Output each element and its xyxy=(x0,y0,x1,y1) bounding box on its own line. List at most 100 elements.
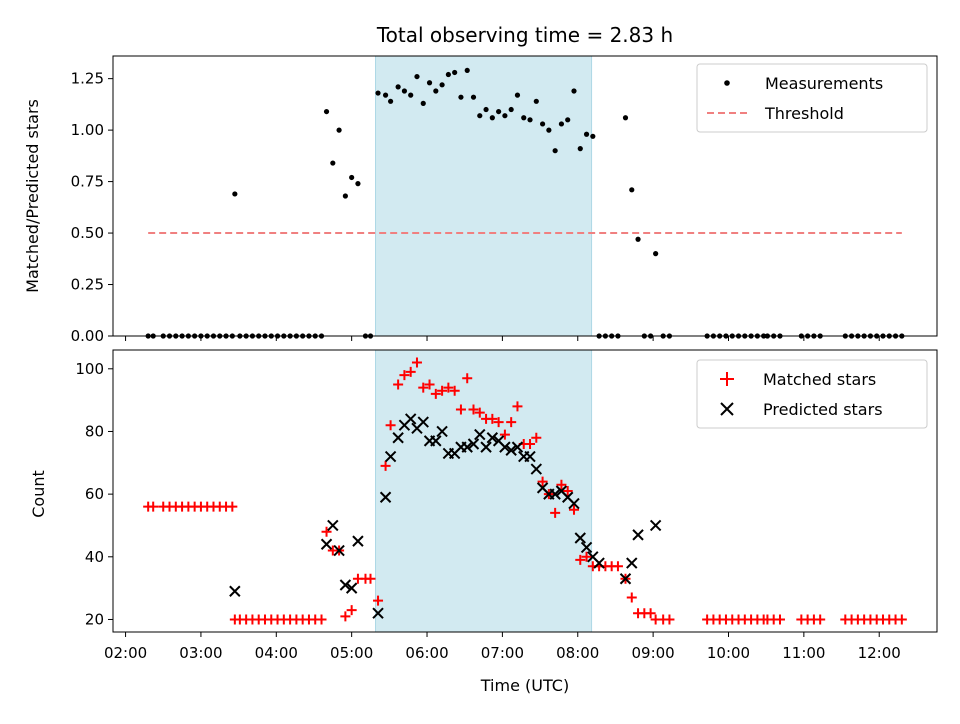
predicted-star-point xyxy=(430,435,442,447)
top-y-axis-label: Matched/Predicted stars xyxy=(23,99,42,293)
y-tick-label: 80 xyxy=(85,422,104,440)
measurement-point xyxy=(452,69,458,76)
x-tick-label: 03:00 xyxy=(179,644,222,662)
matched-star-point xyxy=(550,507,561,518)
top-legend-box xyxy=(696,63,928,133)
y-tick-label: 60 xyxy=(85,485,104,503)
matched-star-point xyxy=(449,385,460,396)
predicted-star-point xyxy=(461,441,473,453)
measurement-point xyxy=(395,84,401,90)
predicted-star-point xyxy=(593,557,605,569)
measurement-point xyxy=(483,106,489,113)
predicted-star-point xyxy=(384,450,397,463)
measurement-point xyxy=(349,174,355,181)
measurement-point xyxy=(533,98,539,104)
matched-star-point xyxy=(418,382,429,393)
measurement-point xyxy=(583,131,590,137)
measurement-point xyxy=(635,236,641,242)
predicted-star-point xyxy=(649,519,662,532)
legend-threshold-label: Threshold xyxy=(764,104,844,123)
matched-star-point xyxy=(443,382,454,393)
matched-star-point xyxy=(393,379,404,390)
measurement-point xyxy=(336,127,342,133)
measurement-point xyxy=(489,115,495,121)
measurement-point xyxy=(375,90,381,96)
chart-title: Total observing time = 2.83 h xyxy=(376,23,673,47)
matched-star-point xyxy=(556,479,567,490)
x-tick-label: 09:00 xyxy=(632,644,675,662)
predicted-star-point xyxy=(404,413,417,425)
matched-star-point xyxy=(626,592,637,603)
predicted-star-point xyxy=(339,579,352,591)
bottom-y-axis-label: Count xyxy=(29,470,48,518)
predicted-star-point xyxy=(568,497,580,510)
measurement-point xyxy=(546,127,552,133)
matched-star-point xyxy=(664,614,675,625)
matched-star-point xyxy=(506,417,517,428)
matched-star-point xyxy=(575,554,586,565)
measurement-point xyxy=(477,113,483,119)
measurement-point xyxy=(552,148,558,154)
predicted-star-point xyxy=(580,541,593,554)
y-tick-label: 1.00 xyxy=(71,121,104,139)
measurement-point xyxy=(458,94,464,100)
y-tick-label: 0.00 xyxy=(71,327,104,345)
matched-star-point xyxy=(462,373,473,384)
legend-predicted-label: Predicted stars xyxy=(763,400,883,419)
predicted-star-point xyxy=(392,432,404,444)
x-tick-label: 04:00 xyxy=(255,644,298,662)
matched-star-point xyxy=(227,501,238,512)
y-tick-label: 1.25 xyxy=(71,70,104,88)
measurement-point xyxy=(420,100,426,106)
top-panel: 0.00 0.25 0.50 0.75 1.00 1.25 Matched/Predict… xyxy=(23,55,938,345)
measurement-point xyxy=(496,108,502,115)
y-tick-label: 0.50 xyxy=(71,224,104,242)
predicted-star-point xyxy=(327,519,339,532)
matched-star-point xyxy=(424,379,435,390)
predicted-star-point xyxy=(632,529,644,541)
legend-measurements-marker xyxy=(724,80,730,86)
y-tick-label: 20 xyxy=(85,610,104,628)
predicted-star-point xyxy=(499,441,511,453)
matched-star-point xyxy=(815,614,826,625)
measurement-point xyxy=(433,88,439,94)
measurement-point xyxy=(502,113,508,119)
bottom-legend: Matched stars Predicted stars xyxy=(696,359,928,429)
measurement-point xyxy=(387,98,394,104)
matched-star-point xyxy=(380,460,391,471)
measurement-point xyxy=(653,251,659,257)
x-axis-label: Time (UTC) xyxy=(480,676,569,695)
x-tick-label: 06:00 xyxy=(405,644,448,662)
matched-star-point xyxy=(568,504,579,515)
legend-matched-label: Matched stars xyxy=(763,370,876,389)
matched-star-point xyxy=(474,407,485,418)
measurement-point xyxy=(232,191,238,197)
predicted-star-point xyxy=(524,450,536,463)
measurement-point xyxy=(382,92,389,98)
measurement-point xyxy=(439,82,445,88)
measurement-point xyxy=(508,106,514,113)
y-tick-label: 0.75 xyxy=(71,173,104,191)
predicted-star-point xyxy=(436,425,448,438)
top-y-axis: 0.00 0.25 0.50 0.75 1.00 1.25 xyxy=(71,70,113,345)
measurement-point xyxy=(514,92,521,98)
top-x-ticks xyxy=(125,336,880,341)
highlight-span-rect xyxy=(375,55,593,337)
predicted-star-point xyxy=(467,438,480,450)
matched-star-point xyxy=(612,561,623,572)
matched-star-point xyxy=(373,595,384,606)
measurement-point xyxy=(571,88,577,94)
measurement-point xyxy=(464,67,470,74)
predicted-star-point xyxy=(372,607,384,619)
top-axes-frame xyxy=(112,55,938,337)
matched-star-point xyxy=(148,501,159,512)
bottom-axes-frame xyxy=(112,349,938,633)
matched-star-point xyxy=(512,401,523,412)
matched-star-point xyxy=(365,573,376,584)
y-tick-label: 40 xyxy=(85,548,104,566)
matched-star-point xyxy=(321,526,332,537)
matched-star-point xyxy=(525,439,536,449)
predicted-star-point xyxy=(229,585,241,597)
